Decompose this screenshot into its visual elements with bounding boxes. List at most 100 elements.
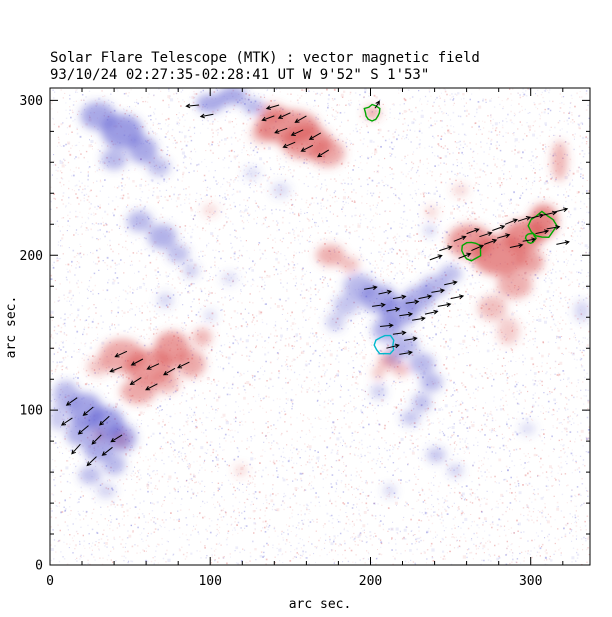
axes-frame <box>49 87 591 566</box>
field-vector <box>380 323 394 328</box>
field-vector <box>392 330 407 336</box>
y-tick-label: 0 <box>35 559 43 574</box>
field-vector <box>386 343 400 349</box>
y-tick-label: 200 <box>20 249 43 264</box>
field-vector <box>484 238 498 245</box>
field-vector <box>374 100 380 109</box>
field-vector <box>77 425 89 435</box>
field-region-negative <box>574 300 590 322</box>
field-vector <box>145 383 158 391</box>
field-vector <box>378 289 393 295</box>
field-vector <box>308 132 322 140</box>
field-vector <box>471 244 485 252</box>
plot-frame <box>49 87 591 566</box>
field-vector <box>444 280 458 286</box>
field-region-positive <box>517 249 544 274</box>
field-region-negative <box>78 465 102 485</box>
field-region-positive <box>364 106 381 120</box>
field-vector <box>479 231 493 238</box>
field-region-negative <box>384 346 405 366</box>
field-region-negative <box>447 464 464 477</box>
field-region-negative <box>102 453 126 476</box>
field-vector <box>429 254 443 261</box>
field-region-negative <box>126 210 153 232</box>
field-region-negative <box>167 244 190 263</box>
field-region-negative <box>420 373 443 392</box>
field-region-positive <box>392 363 409 377</box>
field-vector <box>277 112 291 119</box>
field-vector <box>412 316 426 322</box>
field-region-negative <box>242 98 265 115</box>
plot-subtitle: 93/10/24 02:27:35-02:28:41 UT W 9'52" S … <box>50 67 429 83</box>
field-region-negative <box>147 224 177 250</box>
field-vector <box>109 366 123 373</box>
x-tick-label: 0 <box>46 574 54 589</box>
field-region-negative <box>128 136 158 164</box>
field-region-positive <box>497 270 533 299</box>
field-region-positive <box>477 295 507 321</box>
field-vector <box>372 302 386 308</box>
field-vector <box>364 285 378 291</box>
field-vector <box>546 224 561 230</box>
green-contour <box>524 232 538 245</box>
field-vector <box>386 307 401 312</box>
field-vector <box>543 210 558 216</box>
field-region-negative <box>221 272 238 285</box>
field-region-positive <box>86 357 110 377</box>
field-region-positive <box>176 349 206 378</box>
field-region-negative <box>147 157 171 177</box>
field-vector <box>65 397 78 406</box>
field-region-negative <box>333 294 360 316</box>
field-region-negative <box>96 483 116 499</box>
field-region-negative <box>519 422 536 435</box>
field-vector <box>517 216 532 222</box>
field-vector <box>535 229 550 235</box>
field-vector <box>424 309 439 315</box>
field-region-positive <box>425 205 438 219</box>
field-vector <box>405 299 420 305</box>
field-region-negative <box>271 182 291 198</box>
x-tick-label: 100 <box>198 574 221 589</box>
field-vector <box>300 144 314 152</box>
field-region-negative <box>400 410 421 426</box>
x-tick-label: 200 <box>359 574 382 589</box>
x-tick-label: 300 <box>519 574 542 589</box>
field-region-positive <box>372 366 385 380</box>
field-vector <box>99 415 110 426</box>
field-region-negative <box>412 393 432 412</box>
field-region-negative <box>218 88 248 105</box>
field-vector <box>146 363 160 370</box>
field-region-positive <box>234 464 248 477</box>
field-vector <box>316 149 330 158</box>
field-region-negative <box>409 352 435 375</box>
y-tick-label: 100 <box>20 404 43 419</box>
field-region-negative <box>101 114 143 149</box>
field-region-positive <box>340 256 360 273</box>
field-vector <box>114 350 128 358</box>
plot-title: Solar Flare Telescope (MTK) : vector mag… <box>50 50 480 66</box>
field-vector <box>82 406 94 416</box>
field-vector <box>530 213 545 219</box>
field-vector <box>496 233 511 239</box>
field-vector <box>399 350 413 356</box>
field-region-positive <box>250 125 273 144</box>
field-vector <box>101 446 113 456</box>
field-vector <box>265 104 280 110</box>
field-region-positive <box>309 139 345 167</box>
field-vector <box>431 288 446 294</box>
field-vector <box>453 235 467 242</box>
field-region-negative <box>195 94 225 113</box>
field-vector <box>450 294 465 300</box>
y-axis-title: arc sec. <box>4 296 19 359</box>
green-contour <box>527 210 558 239</box>
field-region-negative <box>370 383 387 400</box>
field-region-negative <box>426 447 446 463</box>
field-vector <box>199 113 214 119</box>
field-vector <box>404 336 418 342</box>
field-vector <box>504 218 518 225</box>
green-contour <box>461 241 482 262</box>
field-vector <box>294 115 307 123</box>
field-vector <box>392 294 407 300</box>
x-axis-title: arc sec. <box>289 597 352 612</box>
